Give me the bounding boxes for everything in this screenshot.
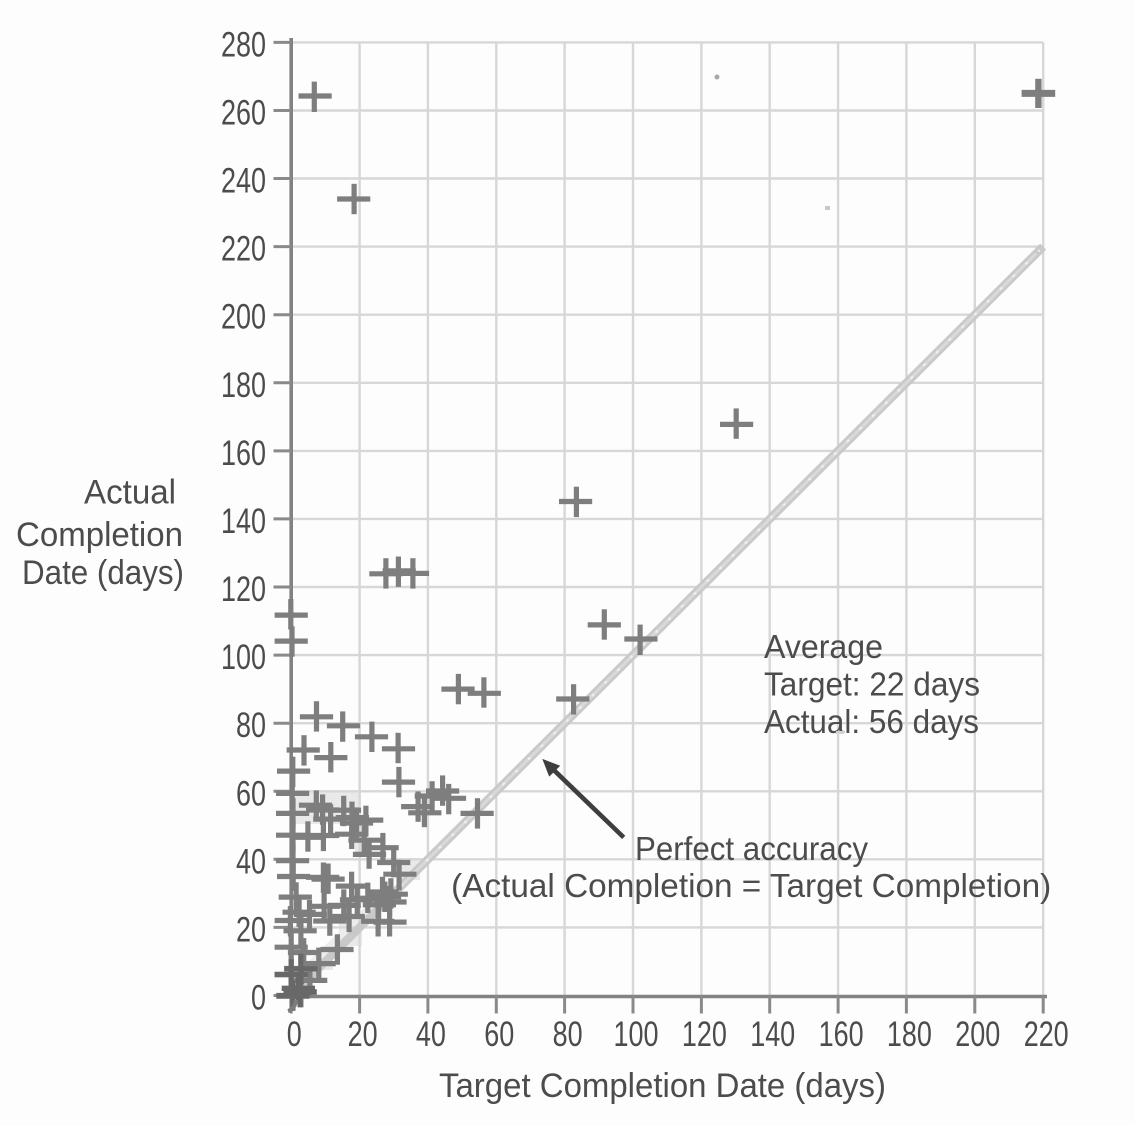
svg-text:Average: Average xyxy=(764,628,883,665)
svg-text:Target Completion Date (days): Target Completion Date (days) xyxy=(439,1067,886,1105)
svg-text:(Actual Completion = Target Co: (Actual Completion = Target Completion) xyxy=(451,867,1051,904)
svg-text:40: 40 xyxy=(236,842,266,881)
svg-text:160: 160 xyxy=(819,1015,864,1054)
svg-text:20: 20 xyxy=(348,1015,378,1054)
svg-text:0: 0 xyxy=(287,1015,302,1054)
svg-text:Actual: 56 days: Actual: 56 days xyxy=(764,703,979,740)
svg-text:200: 200 xyxy=(221,298,266,337)
svg-text:Completion: Completion xyxy=(16,516,183,554)
svg-text:240: 240 xyxy=(221,162,266,201)
svg-text:60: 60 xyxy=(236,774,266,813)
svg-text:0: 0 xyxy=(251,979,266,1018)
svg-text:Date (days): Date (days) xyxy=(22,554,184,592)
svg-text:200: 200 xyxy=(955,1015,1000,1054)
svg-text:180: 180 xyxy=(221,366,266,405)
svg-text:120: 120 xyxy=(682,1015,727,1054)
svg-text:60: 60 xyxy=(484,1015,514,1054)
svg-text:Actual: Actual xyxy=(84,474,176,512)
svg-text:80: 80 xyxy=(553,1015,583,1054)
svg-text:40: 40 xyxy=(416,1015,446,1054)
svg-text:100: 100 xyxy=(221,638,266,677)
svg-text:140: 140 xyxy=(221,502,266,541)
svg-text:100: 100 xyxy=(614,1015,659,1054)
svg-text:160: 160 xyxy=(221,434,266,473)
svg-text:280: 280 xyxy=(221,25,266,64)
svg-text:20: 20 xyxy=(236,910,266,949)
svg-text:180: 180 xyxy=(887,1015,932,1054)
svg-text:140: 140 xyxy=(750,1015,795,1054)
svg-text:80: 80 xyxy=(236,706,266,745)
svg-text:260: 260 xyxy=(221,94,266,133)
svg-text:220: 220 xyxy=(221,230,266,269)
svg-text:Target: 22 days: Target: 22 days xyxy=(764,666,980,703)
svg-text:120: 120 xyxy=(221,570,266,609)
svg-text:Perfect accuracy: Perfect accuracy xyxy=(635,830,868,867)
svg-text:220: 220 xyxy=(1024,1015,1069,1054)
